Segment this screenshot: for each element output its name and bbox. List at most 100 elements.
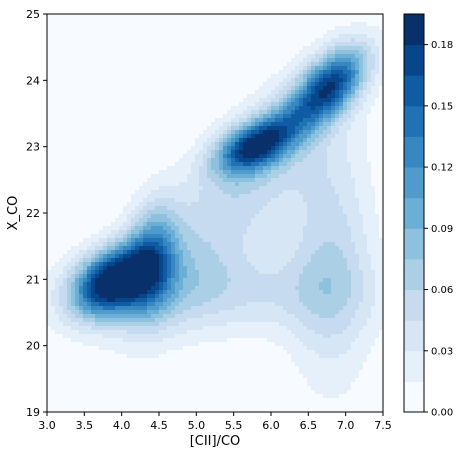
density-cell <box>295 174 300 179</box>
density-cell <box>279 246 284 251</box>
density-cell <box>171 74 176 79</box>
density-cell <box>315 218 320 223</box>
density-cell <box>339 42 344 47</box>
density-cell <box>107 86 112 91</box>
density-cell <box>271 42 276 47</box>
density-cell <box>295 194 300 199</box>
density-cell <box>263 182 268 187</box>
density-cell <box>379 178 383 183</box>
density-cell <box>99 246 104 251</box>
density-cell <box>171 198 176 203</box>
density-cell <box>267 142 272 147</box>
density-cell <box>299 178 304 183</box>
density-cell <box>299 130 304 135</box>
density-cell <box>331 174 336 179</box>
density-cell <box>315 58 320 63</box>
density-cell <box>63 130 68 135</box>
density-cell <box>87 14 92 19</box>
density-cell <box>83 202 88 207</box>
density-cell <box>59 194 64 199</box>
density-cell <box>235 134 240 139</box>
density-cell <box>379 226 383 231</box>
density-cell <box>319 82 324 87</box>
density-cell <box>287 34 292 39</box>
density-cell <box>163 70 168 75</box>
density-cell <box>71 14 76 19</box>
density-cell <box>203 174 208 179</box>
density-cell <box>111 102 116 107</box>
density-cell <box>135 190 140 195</box>
density-cell <box>119 110 124 115</box>
density-cell <box>99 130 104 135</box>
density-cell <box>351 46 356 51</box>
density-cell <box>103 18 108 23</box>
density-cell <box>187 110 192 115</box>
density-cell <box>211 222 216 227</box>
density-cell <box>347 182 352 187</box>
density-cell <box>159 30 164 35</box>
density-cell <box>275 190 280 195</box>
density-cell <box>99 166 104 171</box>
density-cell <box>195 246 200 251</box>
density-cell <box>315 190 320 195</box>
density-cell <box>259 190 264 195</box>
density-cell <box>251 230 256 235</box>
density-cell <box>351 210 356 215</box>
density-cell <box>339 90 344 95</box>
density-cell <box>239 50 244 55</box>
density-cell <box>103 62 108 67</box>
density-cell <box>171 122 176 127</box>
density-cell <box>91 214 96 219</box>
density-cell <box>327 58 332 63</box>
density-cell <box>235 38 240 43</box>
density-cell <box>207 242 212 247</box>
density-cell <box>207 162 212 167</box>
density-cell <box>255 210 260 215</box>
density-cell <box>167 250 172 255</box>
density-cell <box>115 102 120 107</box>
density-cell <box>315 30 320 35</box>
density-cell <box>371 174 376 179</box>
density-cell <box>115 234 120 239</box>
density-cell <box>143 238 148 243</box>
density-cell <box>307 14 312 19</box>
density-cell <box>183 146 188 151</box>
density-cell <box>327 222 332 227</box>
density-cell <box>263 174 268 179</box>
density-cell <box>375 238 380 243</box>
density-cell <box>335 98 340 103</box>
density-cell <box>187 26 192 31</box>
density-cell <box>231 94 236 99</box>
density-cell <box>175 106 180 111</box>
density-cell <box>283 214 288 219</box>
density-cell <box>223 70 228 75</box>
density-cell <box>343 182 348 187</box>
density-cell <box>131 50 136 55</box>
density-cell <box>291 154 296 159</box>
density-cell <box>47 118 52 123</box>
density-cell <box>99 178 104 183</box>
density-cell <box>219 190 224 195</box>
density-cell <box>227 34 232 39</box>
density-cell <box>75 182 80 187</box>
density-cell <box>55 190 60 195</box>
density-cell <box>199 158 204 163</box>
density-cell <box>55 106 60 111</box>
density-cell <box>259 46 264 51</box>
density-cell <box>311 246 316 251</box>
density-cell <box>199 30 204 35</box>
density-cell <box>323 82 328 87</box>
density-cell <box>171 82 176 87</box>
density-cell <box>275 218 280 223</box>
density-cell <box>227 166 232 171</box>
density-cell <box>183 62 188 67</box>
density-cell <box>283 170 288 175</box>
density-cell <box>375 222 380 227</box>
density-cell <box>267 158 272 163</box>
density-cell <box>315 170 320 175</box>
density-cell <box>59 46 64 51</box>
density-cell <box>111 54 116 59</box>
density-cell <box>139 142 144 147</box>
density-cell <box>211 234 216 239</box>
density-cell <box>87 118 92 123</box>
